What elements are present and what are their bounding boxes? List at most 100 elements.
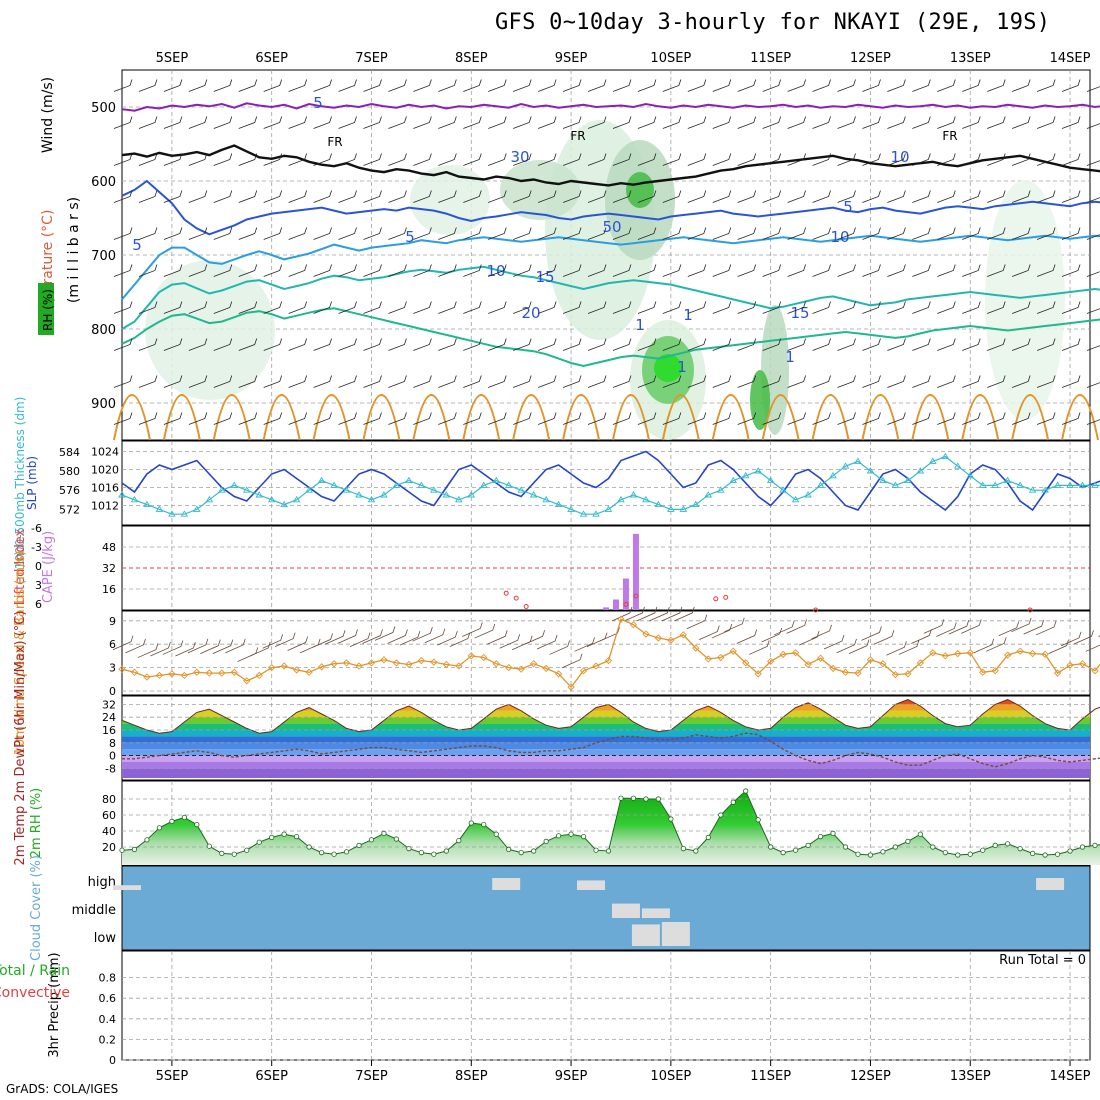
upper-wind-barb: [413, 116, 432, 129]
upper-wind-barb: [537, 264, 557, 277]
upper-wind-barb: [762, 227, 782, 240]
upper-wind-barb: [388, 338, 407, 351]
isotherm-10: [121, 234, 1100, 301]
bottom-day-label: 12SEP: [850, 1069, 891, 1084]
wind-speed-marker: [417, 656, 426, 665]
wind-speed-marker: [442, 660, 450, 669]
lifted-tick-label: -3: [31, 541, 42, 554]
thickness-marker: [217, 486, 226, 493]
upper-wind-barb: [687, 264, 707, 277]
lifted-tick-label: -6: [31, 522, 42, 535]
upper-wind-barb: [987, 301, 1006, 314]
cloud-bar-low: [661, 922, 690, 946]
upper-wind-barb: [637, 375, 657, 388]
upper-wind-barb: [562, 301, 582, 314]
isotherm-25: [512, 394, 551, 441]
thickness-marker: [629, 491, 638, 498]
upper-wind-barb: [188, 264, 208, 277]
wind-speed-marker: [205, 669, 213, 677]
upper-wind-barb: [1086, 271, 1100, 277]
upper-wind-barb: [363, 301, 382, 314]
wind-speed-marker: [879, 660, 887, 668]
upper-wind-barb: [787, 79, 806, 92]
rh-shading: [626, 172, 654, 208]
upper-wind-barb: [887, 153, 906, 166]
upper-wind-barb: [363, 153, 382, 166]
upper-wind-barb: [1086, 382, 1100, 388]
upper-wind-barb: [737, 375, 757, 388]
slp-line: [121, 450, 1100, 512]
upper-wind-barb: [912, 264, 931, 277]
upper-wind-barb: [537, 301, 557, 314]
thickness-line: [121, 455, 1100, 515]
bottom-day-label: 10SEP: [650, 1069, 691, 1084]
upper-wind-barb: [712, 79, 732, 92]
upper-wind-barb: [363, 375, 382, 388]
upper-wind-barb: [587, 227, 607, 240]
panel-frame-3: [121, 610, 1091, 696]
wind-speed-marker: [916, 659, 924, 667]
isotherm-20: [121, 307, 1100, 368]
surface-wind-barb: [162, 640, 184, 655]
upper-wind-barb: [213, 153, 233, 166]
rh-marker: [892, 844, 899, 850]
thickness-marker: [904, 476, 912, 484]
upper-wind-barb: [612, 412, 632, 425]
pressure-tick-label: 500: [91, 101, 116, 116]
upper-wind-barb: [587, 116, 607, 129]
upper-wind-barb: [288, 190, 308, 203]
temp-band: [122, 717, 1090, 724]
thickness-marker: [205, 495, 214, 503]
upper-wind-barb: [812, 116, 831, 129]
upper-wind-barb: [562, 375, 582, 388]
upper-wind-barb: [288, 375, 308, 388]
thickness-marker: [779, 486, 787, 493]
isotherm-25: [761, 394, 800, 441]
upper-wind-barb: [513, 190, 532, 203]
surface-wind-barb: [749, 640, 770, 655]
rh-marker: [867, 852, 874, 858]
upper-wind-barb: [288, 301, 308, 314]
rh-shading: [410, 165, 490, 235]
rh-marker: [718, 812, 724, 818]
wind-speed-marker: [1078, 660, 1087, 668]
upper-wind-barb: [937, 264, 956, 277]
upper-wind-barb: [787, 375, 806, 388]
upper-wind-barb: [737, 301, 757, 314]
rh-marker: [730, 799, 736, 805]
upper-wind-barb: [1036, 412, 1056, 425]
upper-wind-barb: [912, 153, 931, 166]
surface-wind-barb: [636, 606, 658, 622]
upper-wind-barb: [1061, 116, 1081, 129]
upper-wind-barb: [662, 375, 682, 388]
contour-label: 1: [785, 348, 795, 366]
upper-wind-barb: [1086, 160, 1100, 166]
isotherm-25: [811, 394, 850, 441]
upper-wind-barb: [163, 375, 183, 388]
wind-speed-marker: [979, 668, 987, 676]
upper-wind-barb: [138, 264, 158, 277]
upper-wind-barb: [812, 301, 831, 314]
contour-label: 5: [313, 94, 323, 112]
surface-wind-barb: [449, 632, 471, 648]
dewpoint-line: [122, 732, 1100, 768]
upper-wind-barb: [138, 412, 158, 425]
upper-wind-barb: [1011, 375, 1031, 388]
upper-wind-barb: [113, 190, 133, 203]
surface-wind-barb: [275, 632, 296, 648]
upper-wind-barb: [363, 190, 382, 203]
upper-wind-barb: [562, 338, 582, 351]
thickness-marker: [118, 491, 126, 498]
surface-wind-barb: [611, 606, 633, 622]
pressure-tick-label: 700: [91, 249, 116, 264]
rh-marker: [555, 833, 562, 839]
contour-label: 15: [790, 304, 809, 322]
upper-wind-barb: [438, 412, 457, 425]
surface-wind-barb: [599, 627, 620, 642]
isotherm-25: [212, 394, 251, 441]
surface-wind-barb: [524, 630, 546, 645]
upper-wind-barb: [138, 338, 158, 351]
rh-marker: [1054, 851, 1061, 857]
upper-wind-barb: [188, 190, 208, 203]
wind-speed-marker: [567, 683, 575, 691]
